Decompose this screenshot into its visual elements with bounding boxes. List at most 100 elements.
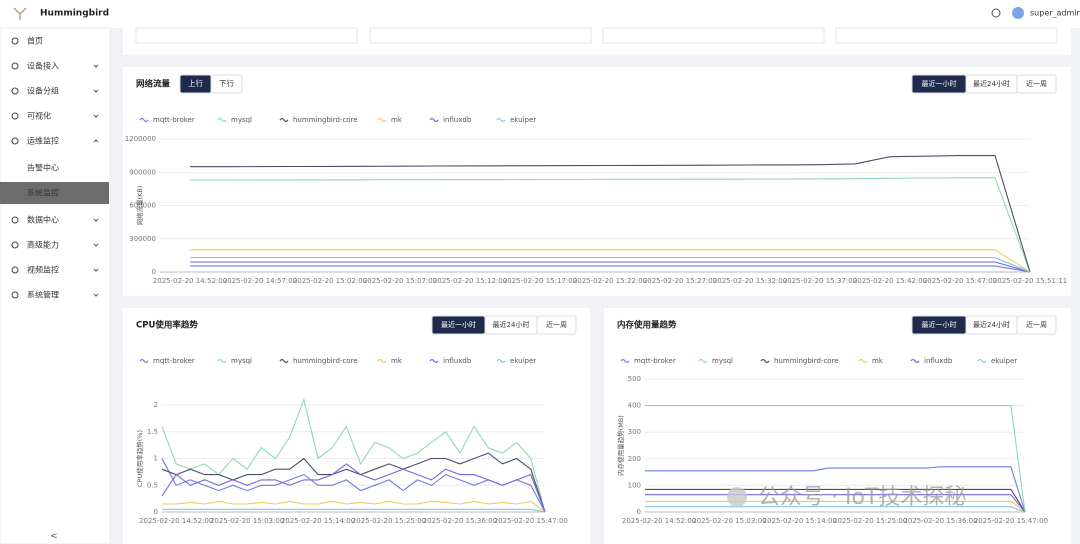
chart-card <box>604 308 1071 544</box>
series-line <box>645 506 1026 513</box>
menu-item[interactable]: 首页 <box>27 36 43 46</box>
range-label[interactable]: 最近24小时 <box>973 79 1010 88</box>
menu-icon <box>11 216 19 224</box>
legend-label[interactable]: mk <box>391 357 403 365</box>
legend-label[interactable]: ekuiper <box>510 357 536 365</box>
legend-label[interactable]: influxdb <box>443 116 472 124</box>
legend-label[interactable]: mysql <box>231 357 252 365</box>
series-line <box>161 458 546 513</box>
legend-icon <box>429 117 439 123</box>
menu-icon <box>11 266 19 274</box>
menu-item[interactable]: 视频监控 <box>27 265 59 275</box>
submenu-item[interactable]: 系统监控 <box>27 188 59 198</box>
x-tick-label: 2025-02-20 15:51:11 <box>993 277 1067 285</box>
chevron <box>93 268 99 272</box>
submenu-item[interactable]: 告警中心 <box>27 163 59 173</box>
menu-item[interactable]: 运维监控 <box>27 136 59 146</box>
legend-label[interactable]: ekuiper <box>991 357 1017 365</box>
series-line <box>161 452 546 513</box>
x-tick-label: 2025-02-20 15:22:00 <box>573 277 647 285</box>
menu-item[interactable]: 可视化 <box>27 111 51 121</box>
y-tick-label: 0 <box>154 508 158 516</box>
legend-label[interactable]: mqtt-broker <box>634 357 676 365</box>
range-label[interactable]: 近一周 <box>546 320 567 329</box>
menu-active-bg <box>0 182 109 204</box>
menu-icon <box>11 291 19 299</box>
y-tick-label: 300 <box>628 428 641 436</box>
range-label[interactable]: 最近一小时 <box>922 320 957 329</box>
menu-item[interactable]: 高级能力 <box>27 240 59 250</box>
legend-icon <box>977 358 987 364</box>
legend-icon <box>910 358 920 364</box>
watermark: 公众号 · IoT技术探秘 <box>758 485 966 510</box>
x-tick-label: 2025-02-20 15:03:00 <box>692 517 766 525</box>
x-tick-label: 2025-02-20 15:32:00 <box>713 277 787 285</box>
series-line <box>161 397 546 513</box>
legend-label[interactable]: mqtt-broker <box>153 357 195 365</box>
chevron <box>93 218 99 222</box>
menu-item[interactable]: 设备接入 <box>27 61 59 71</box>
y-tick-label: 0 <box>637 508 641 516</box>
user-name[interactable]: super_admin <box>1030 9 1080 18</box>
y-tick-label: 0.5 <box>147 481 158 489</box>
menu-icon <box>11 241 19 249</box>
chevron <box>93 64 99 68</box>
x-tick-label: 2025-02-20 14:57:00 <box>223 277 297 285</box>
legend-label[interactable]: hummingbird-core <box>774 357 839 365</box>
menu-item[interactable]: 系统管理 <box>27 290 59 300</box>
tab-label[interactable]: 下行 <box>219 78 234 88</box>
collapse-button[interactable]: < <box>50 532 58 542</box>
chart-card <box>123 308 590 544</box>
legend-label[interactable]: mysql <box>712 357 733 365</box>
tab-label[interactable]: 上行 <box>188 78 203 88</box>
range-label[interactable]: 近一周 <box>1026 79 1047 88</box>
legend-label[interactable]: influxdb <box>443 357 472 365</box>
legend-label[interactable]: ekuiper <box>510 116 536 124</box>
series-line <box>645 405 1026 513</box>
range-label[interactable]: 最近24小时 <box>973 320 1010 329</box>
help-icon[interactable] <box>991 8 1001 18</box>
legend-icon <box>496 117 506 123</box>
legend-label[interactable]: influxdb <box>924 357 953 365</box>
legend-icon <box>698 358 708 364</box>
legend-label[interactable]: hummingbird-core <box>293 357 358 365</box>
x-tick-label: 2025-02-20 15:36:00 <box>423 517 497 525</box>
y-tick-label: 200 <box>628 455 641 463</box>
series-line <box>190 265 1031 273</box>
x-tick-label: 2025-02-20 15:17:00 <box>503 277 577 285</box>
chevron <box>93 243 99 247</box>
x-tick-label: 2025-02-20 15:42:00 <box>853 277 927 285</box>
sidebar <box>0 27 111 544</box>
menu-item[interactable]: 设备分组 <box>27 86 59 96</box>
x-tick-label: 2025-02-20 15:25:00 <box>352 517 426 525</box>
range-button[interactable] <box>1016 74 1057 94</box>
summary-card <box>135 27 358 44</box>
range-label[interactable]: 最近一小时 <box>441 320 476 329</box>
range-button[interactable] <box>1016 315 1057 335</box>
x-tick-label: 2025-02-20 15:14:00 <box>763 517 837 525</box>
range-button[interactable] <box>536 315 577 335</box>
header-bar <box>0 0 1080 28</box>
y-tick-label: 600000 <box>129 202 156 210</box>
x-tick-label: 2025-02-20 15:47:00 <box>974 517 1048 525</box>
x-tick-label: 2025-02-20 14:52:00 <box>153 277 227 285</box>
menu-item[interactable]: 数据中心 <box>27 215 59 225</box>
menu-icon <box>11 37 19 45</box>
legend-label[interactable]: hummingbird-core <box>293 116 358 124</box>
legend-label[interactable]: mqtt-broker <box>153 116 195 124</box>
menu-icon <box>11 62 19 70</box>
range-label[interactable]: 最近24小时 <box>493 320 530 329</box>
range-label[interactable]: 近一周 <box>1026 320 1047 329</box>
legend-label[interactable]: mysql <box>231 116 252 124</box>
legend-label[interactable]: mk <box>872 357 884 365</box>
chart-title: 内存使用量趋势 <box>617 320 677 331</box>
tab[interactable] <box>210 74 243 94</box>
legend-icon <box>217 358 227 364</box>
series-line <box>190 257 1031 273</box>
series-line <box>645 488 1026 513</box>
range-label[interactable]: 最近一小时 <box>922 79 957 88</box>
avatar[interactable] <box>1012 7 1024 19</box>
y-tick-label: 2 <box>154 401 158 409</box>
legend-icon <box>279 117 289 123</box>
legend-label[interactable]: mk <box>391 116 403 124</box>
